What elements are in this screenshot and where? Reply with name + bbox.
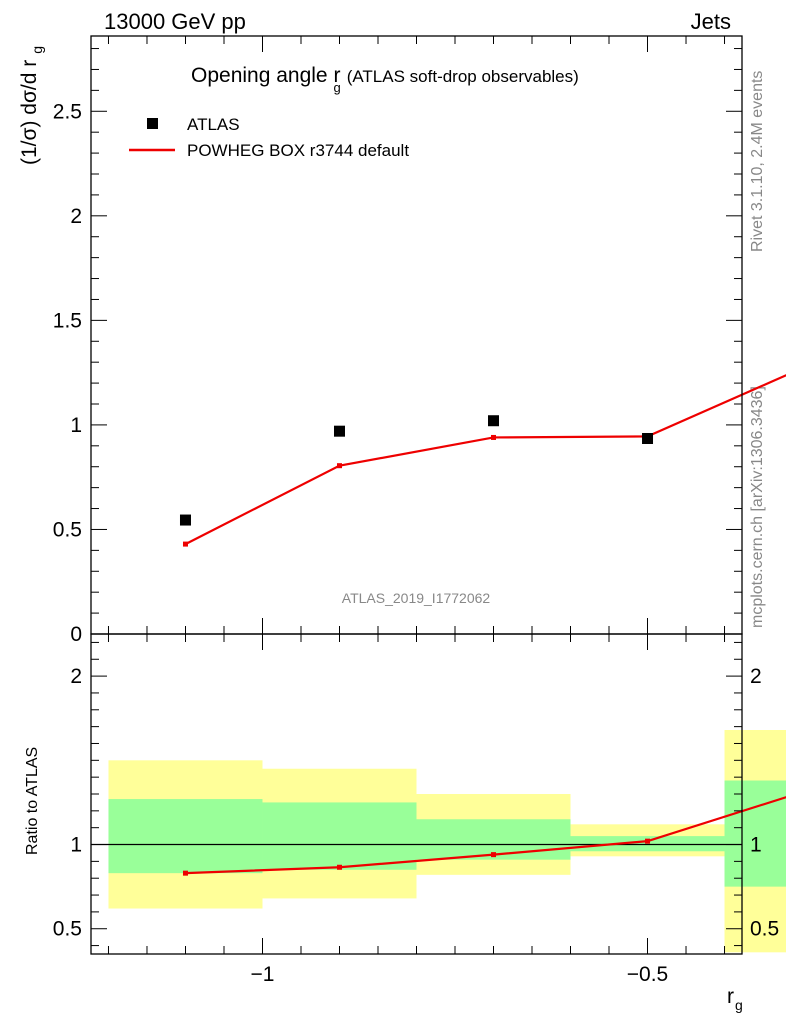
ratio-band-inner (570, 836, 725, 852)
ratio-y-tick-label-right: 2 (750, 665, 762, 688)
main-ylabel-sub: g (29, 46, 45, 54)
ratio-y-tick-label: 2 (70, 665, 82, 688)
y-tick-label-zero: 0 (70, 623, 82, 646)
y-tick-label: 2.5 (53, 100, 82, 123)
ratio-mc-line (185, 796, 786, 875)
atlas-data-point (333, 425, 345, 437)
ratio-band-inner (262, 802, 417, 870)
ratio-y-tick-label-right: 1 (750, 834, 762, 857)
ratio-mc-point (491, 852, 497, 858)
y-tick-label: 1 (70, 414, 82, 437)
plot-title-sub: g (333, 80, 340, 95)
x-axis-label: rg (727, 985, 743, 1013)
x-axis-label-sub: g (735, 997, 743, 1013)
legend-atlas-label: ATLAS (187, 115, 240, 134)
main-ylabel: (1/σ) dσ/d r g (18, 46, 45, 165)
mc-line (184, 374, 786, 546)
x-tick-label: −1 (251, 963, 275, 986)
atlas-data-point (179, 514, 191, 526)
y-tick-label: 2 (70, 205, 82, 228)
ratio-band-inner (724, 780, 786, 887)
ratio-mc-point (182, 870, 188, 876)
axes: −1 −0.5 0.5 1 1.5 2 2.5 0 0.5 0.5 1 1 2 2 (53, 35, 779, 986)
mc-point (182, 541, 188, 547)
analysis-watermark: ATLAS_2019_I1772062 (342, 590, 491, 606)
y-tick-label: 0.5 (53, 518, 82, 541)
ratio-ylabel: Ratio to ATLAS (24, 747, 41, 855)
ratio-y-tick-label-right: 0.5 (750, 918, 779, 941)
atlas-data-point (642, 433, 654, 444)
plot-title: Opening angle r g (ATLAS soft-drop observa… (191, 64, 579, 95)
ratio-mc-point (645, 838, 651, 844)
y-tick-label: 1.5 (53, 309, 82, 332)
main-ylabel-text: (1/σ) dσ/d r (18, 60, 41, 165)
legend-mc-label: POWHEG BOX r3744 default (187, 141, 409, 160)
plot-title-main: Opening angle r (191, 64, 340, 87)
rivet-label: Rivet 3.1.10, 2.4M events (749, 71, 766, 252)
header-right: Jets (691, 9, 731, 34)
ratio-y-tick-label: 1 (70, 834, 82, 857)
x-tick-label: −0.5 (627, 963, 668, 986)
main-panel-content (179, 374, 786, 547)
mc-point (491, 434, 497, 440)
mcplots-label: mcplots.cern.ch [arXiv:1306.3436] (749, 386, 766, 628)
legend-atlas-marker (147, 118, 158, 129)
x-axis-label-text: r (727, 985, 734, 1008)
ratio-y-tick-label: 0.5 (53, 918, 82, 941)
ratio-bands (108, 730, 786, 953)
plot-title-suffix: (ATLAS soft-drop observables) (347, 67, 579, 86)
ratio-mc-point (336, 864, 342, 870)
ratio-band-inner (108, 799, 263, 874)
ratio-panel-content (91, 796, 786, 876)
header-left: 13000 GeV pp (104, 9, 246, 34)
atlas-data-point (488, 415, 500, 427)
mc-point (336, 463, 342, 469)
